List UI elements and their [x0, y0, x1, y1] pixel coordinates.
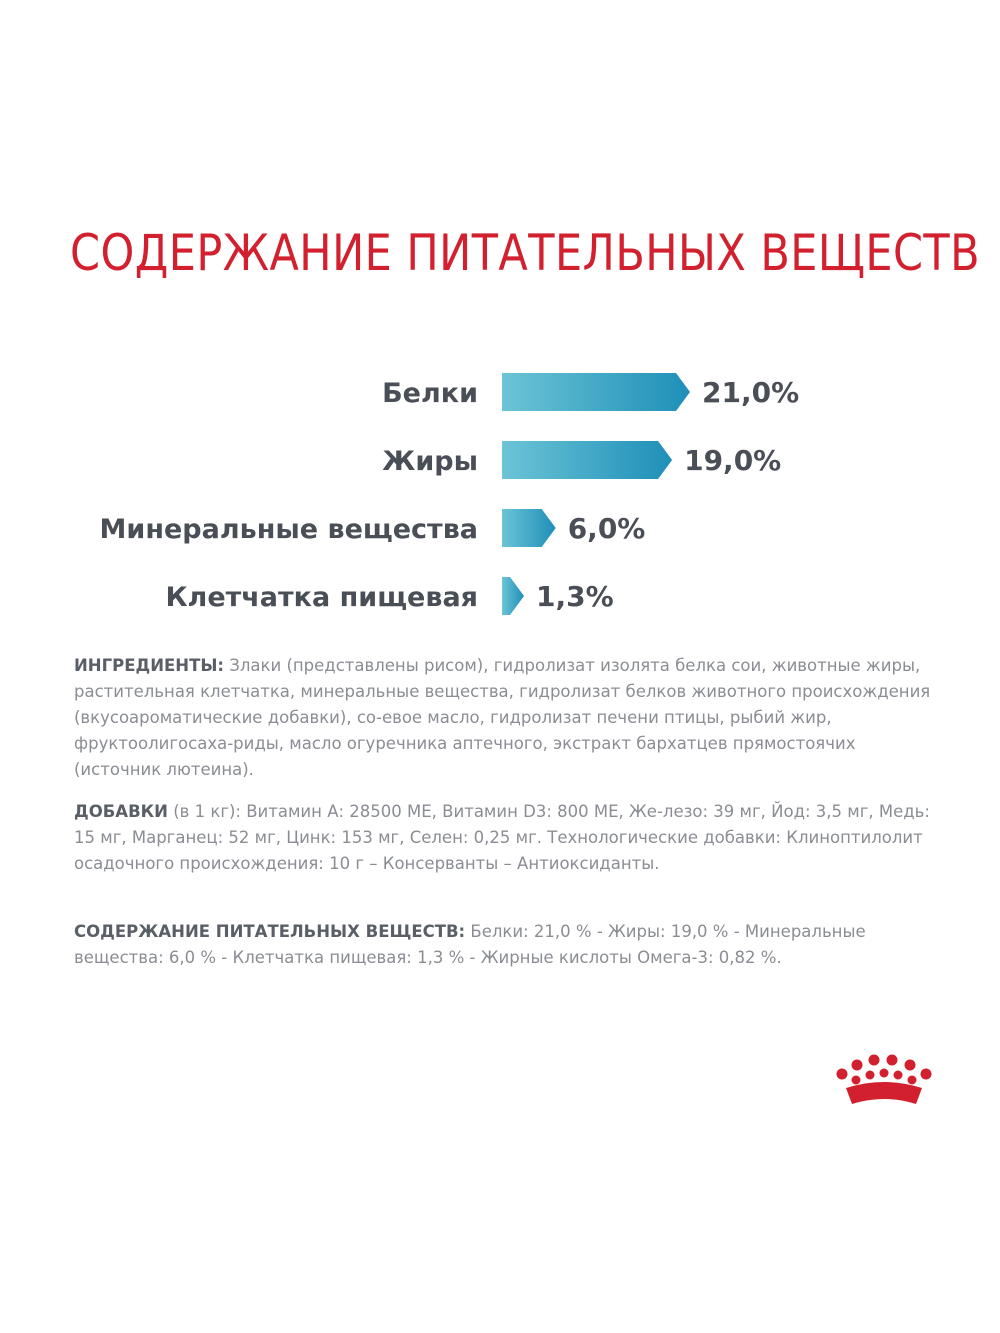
category-label-1: Белки [382, 378, 478, 409]
additives-body: (в 1 кг): Витамин А: 28500 МЕ, Витамин D… [74, 802, 930, 873]
category-label-3: Минеральные вещества [100, 514, 478, 545]
value-label-1: 21,0% [702, 376, 799, 409]
additives-lead: ДОБАВКИ [74, 802, 168, 821]
bar-3 [502, 509, 556, 547]
additives-text: ДОБАВКИ (в 1 кг): Витамин А: 28500 МЕ, В… [74, 799, 934, 877]
ingredients-lead: ИНГРЕДИЕНТЫ: [74, 656, 225, 675]
value-label-4: 1,3% [536, 580, 614, 613]
category-label-2: Жиры [382, 446, 478, 477]
nutrients-body: Белки: 21,0 % - Жиры: 19,0 % - Минеральн… [74, 922, 866, 967]
nutrient-bar-chart: Белки 21,0% Жиры 19,0% Минеральные вещества 6… [100, 373, 799, 615]
value-label-2: 19,0% [684, 444, 781, 477]
bar-4 [502, 577, 524, 615]
value-label-3: 6,0% [568, 512, 646, 545]
nutrients-lead: СОДЕРЖАНИЕ ПИТАТЕЛЬНЫХ ВЕЩЕСТВ: [74, 922, 466, 941]
ingredients-body: Злаки (представлены рисом), гидролизат и… [74, 656, 931, 779]
category-label-4: Клетчатка пищевая [165, 582, 478, 613]
bar-1 [502, 373, 690, 411]
nutrients-summary-text: СОДЕРЖАНИЕ ПИТАТЕЛЬНЫХ ВЕЩЕСТВ: Белки: 2… [74, 919, 934, 971]
bar-2 [502, 441, 673, 479]
crown-icon [836, 1054, 932, 1104]
page-title: СОДЕРЖАНИЕ ПИТАТЕЛЬНЫХ ВЕЩЕСТВ [70, 224, 981, 282]
ingredients-text: ИНГРЕДИЕНТЫ: Злаки (представлены рисом),… [74, 653, 934, 783]
